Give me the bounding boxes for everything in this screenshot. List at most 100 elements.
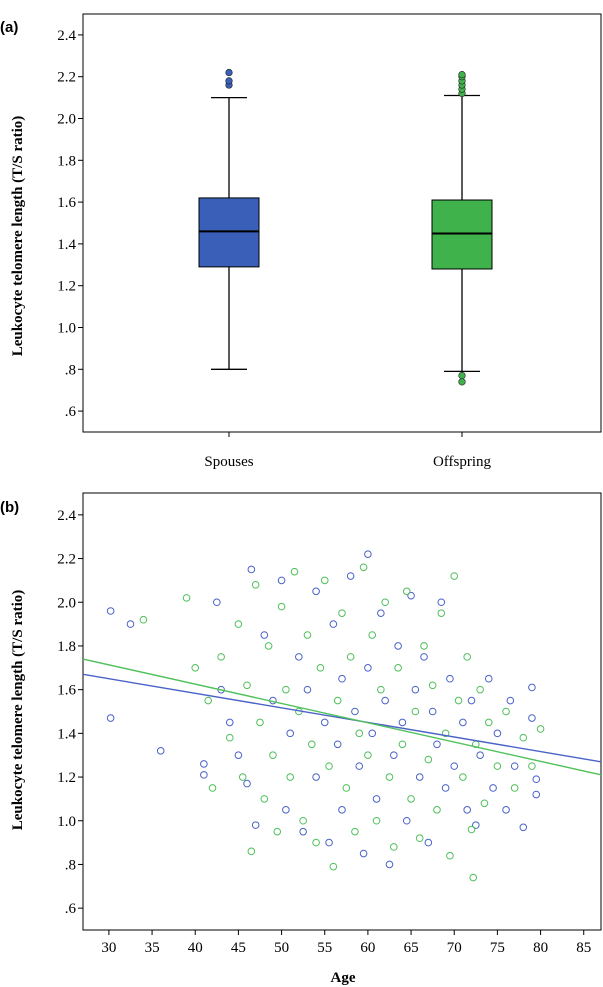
scatter-point [424, 755, 433, 764]
scatter-point [299, 816, 307, 825]
scatter-point [106, 714, 115, 722]
y-tick-label: 1.8 [57, 639, 76, 655]
scatter-points [106, 550, 545, 882]
scatter-point [303, 631, 312, 639]
scatter-point [528, 762, 536, 770]
scatter-point [355, 729, 364, 738]
scatter-point [338, 806, 346, 814]
scatter-point [519, 733, 528, 742]
scatter-point [467, 696, 476, 705]
scatter-point [377, 609, 385, 617]
y-tick-label: 1.2 [57, 279, 76, 295]
scatter-point [502, 806, 510, 814]
x-axis-a: Spouses Offspring [204, 432, 492, 470]
scatter-point [256, 718, 264, 727]
scatter-point [312, 838, 320, 847]
scatter-point [338, 609, 346, 617]
scatter-point [476, 751, 484, 760]
scatter-point [368, 631, 377, 639]
scatter-point [320, 576, 329, 585]
x-tick-label: 75 [490, 940, 505, 956]
scatter-point [312, 587, 320, 596]
y-axis-title-b: Leukocyte telomere length (T/S ratio) [10, 590, 26, 831]
scatter-point [528, 714, 536, 722]
scatter-point [346, 572, 355, 580]
scatter-point [510, 762, 519, 770]
scatter-point [469, 873, 478, 882]
y-tick-label: .8 [65, 857, 76, 873]
scatter-point [402, 587, 411, 596]
plot-frame-a [82, 13, 602, 433]
scatter-point [536, 725, 545, 733]
scatter-point [156, 747, 165, 755]
scatter-point [333, 696, 342, 705]
y-tick-label: 1.4 [57, 726, 76, 742]
scatter-point [247, 565, 256, 574]
y-tick-label: 1.0 [57, 321, 76, 337]
scatter-point [264, 642, 273, 650]
scatter-point [476, 685, 484, 694]
y-tick-label: 1.6 [57, 195, 76, 211]
y-tick-label: 2.0 [57, 595, 76, 611]
scatter-point [493, 729, 502, 738]
box-offspring [431, 71, 493, 386]
outlier-point [458, 371, 466, 380]
scatter-point [200, 760, 208, 768]
scatter-point [381, 598, 389, 607]
outlier-point [458, 378, 466, 386]
x-tick-label: 60 [360, 940, 375, 956]
scatter-point [446, 674, 454, 683]
scatter-point [428, 707, 437, 716]
scatter-point [489, 784, 497, 792]
scatter-point [234, 751, 243, 760]
scatter-point [428, 681, 437, 690]
scatter-point [528, 683, 536, 692]
scatter-point [204, 696, 212, 705]
x-tick-label: 55 [317, 940, 332, 956]
y-tick-label: 2.2 [57, 552, 76, 568]
x-axis-b: 30 35 40 45 50 55 60 65 70 75 80 85 [101, 930, 591, 956]
scatter-point [277, 602, 286, 611]
x-tick-label: 65 [404, 940, 419, 956]
scatter-point [437, 598, 446, 607]
scatter-point [329, 862, 338, 871]
scatter-point [273, 827, 282, 836]
scatter-point [390, 751, 398, 760]
scatter-point [251, 580, 260, 589]
scatter-point [450, 762, 459, 770]
scatter-point [333, 740, 342, 749]
scatter-point [277, 576, 286, 585]
scatter-point [372, 795, 381, 803]
scatter-point [381, 696, 389, 705]
y-tick-label: 2.4 [57, 28, 76, 44]
scatter-point [243, 681, 251, 690]
y-tick-label: 1.4 [57, 237, 76, 253]
x-tick-label: 50 [274, 940, 289, 956]
x-tick-label: 80 [533, 940, 548, 956]
scatter-point [364, 751, 372, 760]
scatter-point [182, 594, 191, 602]
y-tick-label: .6 [65, 901, 77, 917]
scatter-point [225, 733, 234, 742]
scatter-point [355, 762, 364, 770]
scatter-point [106, 607, 115, 615]
box-plot-panel: (a) .6 .8 1.0 1.2 1.4 1.6 1.8 2.0 2.2 2.4 Spouses… [0, 13, 602, 470]
scatter-point [139, 615, 148, 624]
scatter-point [484, 674, 493, 683]
scatter-point [441, 784, 450, 792]
x-tick-label: 30 [101, 940, 116, 956]
scatter-point [377, 685, 385, 694]
scatter-point [269, 751, 277, 760]
scatter-point [385, 773, 394, 781]
y-tick-label: 1.2 [57, 770, 76, 786]
scatter-point [320, 718, 329, 727]
y-tick-label: 2.2 [57, 70, 76, 86]
outlier-point [225, 68, 233, 77]
y-tick-label: .6 [65, 404, 77, 420]
x-tick-label: 35 [145, 940, 160, 956]
scatter-point [307, 740, 316, 749]
fit-line-2 [82, 658, 602, 776]
scatter-point [407, 795, 415, 803]
fit-line-1 [82, 673, 602, 763]
